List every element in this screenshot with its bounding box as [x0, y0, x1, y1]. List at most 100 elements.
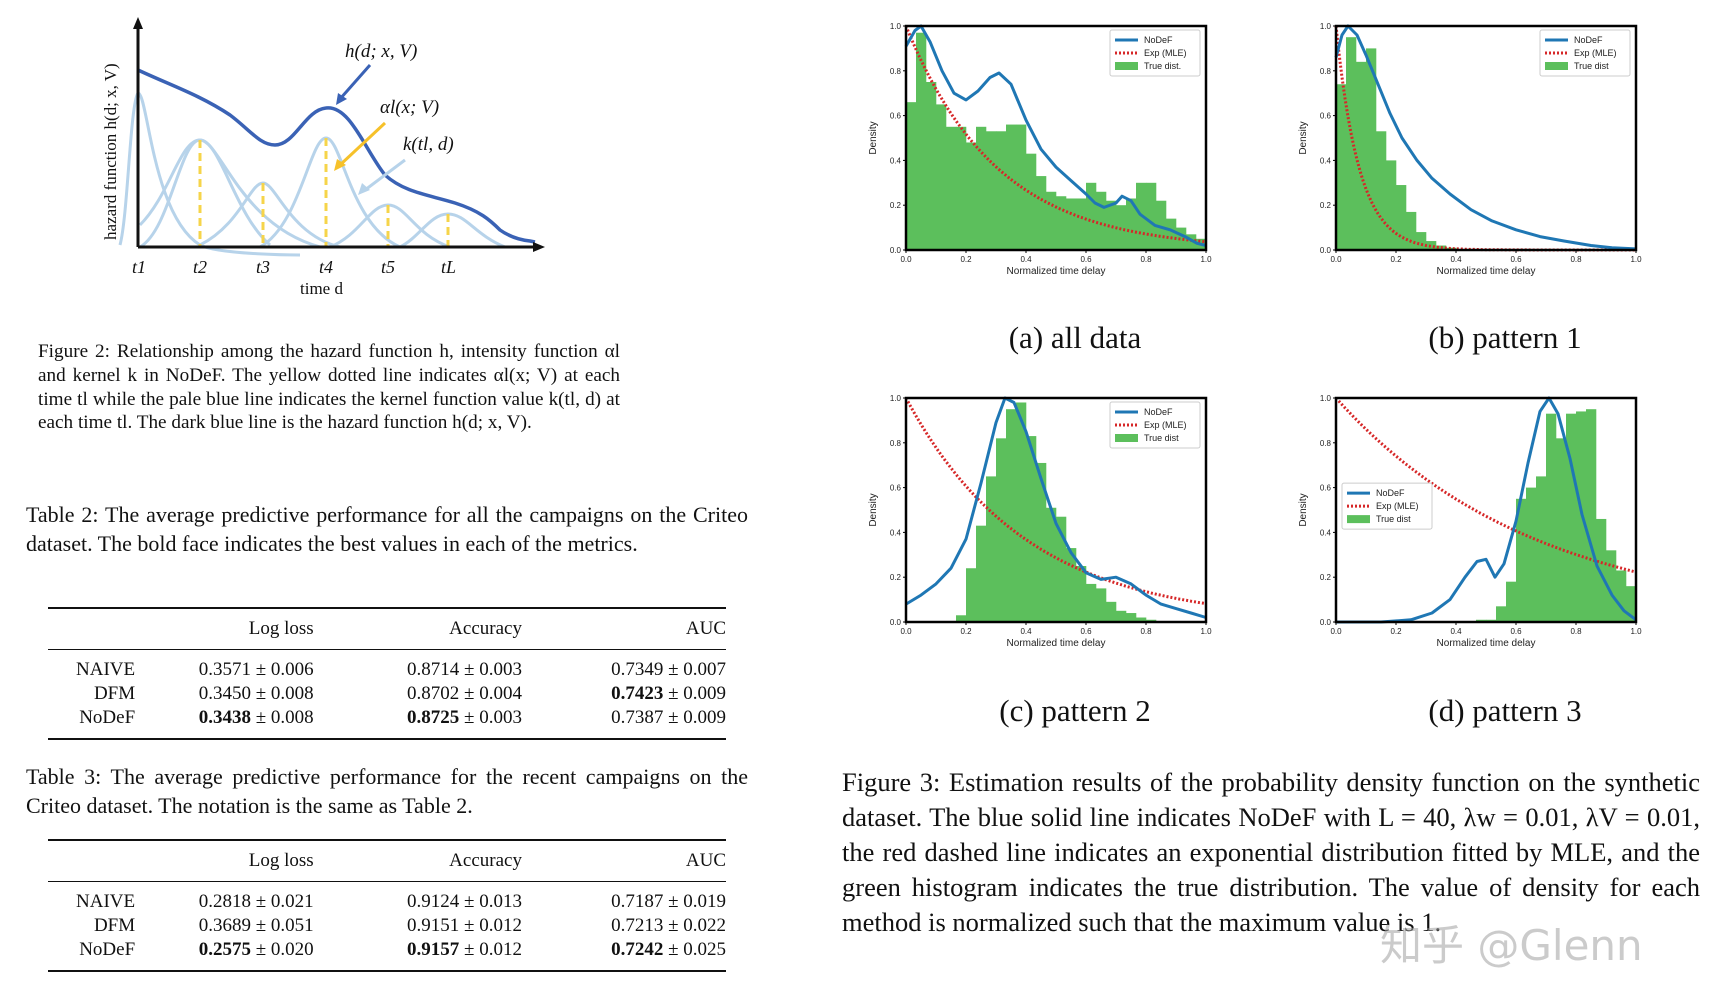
y-axis-label: Density: [1298, 493, 1309, 526]
arrow-k: [364, 158, 406, 192]
histogram-bar: [1606, 550, 1617, 622]
histogram-bar: [926, 82, 937, 250]
x-tick-label: 1.0: [1630, 255, 1642, 264]
x-tick-label: 1.0: [1200, 627, 1212, 636]
legend-swatch-hist: [1545, 62, 1568, 70]
legend-label: True dist: [1574, 61, 1609, 71]
table-row: NoDeF 0.2575 ± 0.020 0.9157 ± 0.012 0.72…: [79, 939, 726, 960]
tick-t1: t1: [132, 257, 146, 277]
x-tick-label: 0.2: [1390, 627, 1402, 636]
subtitle-b: (b) pattern 1: [1428, 320, 1582, 355]
y-tick-label: 1.0: [1320, 22, 1332, 31]
subtitle-a: (a) all data: [1008, 320, 1142, 355]
legend-label: NoDeF: [1144, 35, 1173, 45]
table-row: NAIVE 0.2818 ± 0.021 0.9124 ± 0.013 0.71…: [76, 891, 726, 912]
histogram-bar: [1166, 218, 1177, 250]
y-tick-label: 0.6: [1320, 484, 1332, 493]
histogram-bar: [1006, 124, 1017, 250]
legend-label: NoDeF: [1376, 488, 1405, 498]
watermark: 知乎 @Glenn: [1380, 921, 1643, 970]
y-tick-label: 0.0: [890, 246, 902, 255]
y-axis-label: hazard function h(d; x, V): [101, 63, 120, 240]
histogram-bar: [936, 104, 947, 251]
legend-swatch-hist: [1115, 434, 1138, 442]
x-tick-label: 0.4: [1450, 255, 1462, 264]
x-axis-label: Normalized time delay: [1437, 266, 1536, 277]
histogram-bar: [1066, 548, 1077, 622]
plot-frame: [1334, 24, 1638, 252]
density-chart-svg: 0.0 0.2 0.4 0.6 0.8 1.0 0.0 0.2 0.4 0.6 0.8 1.0 Norm…: [868, 394, 1212, 649]
histogram-bar: [1106, 601, 1117, 622]
histogram-bar: [1086, 182, 1097, 250]
chart-panel-a: 0.0 0.2 0.4 0.6 0.8 1.0 0.0 0.2 0.4 0.6 0.8 1.0 Norm…: [850, 20, 1250, 300]
arrow-h: [338, 64, 372, 100]
x-axis-label: Normalized time delay: [1007, 638, 1106, 649]
x-tick-label: 0.4: [1020, 255, 1032, 264]
plot-frame: [904, 24, 1208, 252]
histogram-bar: [916, 32, 927, 250]
nodef-line: [904, 24, 1207, 247]
histogram-bar: [946, 126, 957, 250]
y-tick-label: 0.4: [890, 156, 902, 165]
histogram-bar: [1096, 191, 1107, 250]
tick-t5: t5: [381, 257, 395, 277]
histogram-bar: [1056, 196, 1067, 250]
exp-mle-line: [904, 397, 1207, 606]
table-2-caption: Table 2: The average predictive performa…: [26, 502, 748, 556]
histogram-bar: [1396, 185, 1407, 250]
nodef-line: [905, 396, 1207, 619]
kernel-t2b: [139, 138, 321, 249]
histogram-bar: [1036, 462, 1047, 622]
histogram-bar: [1346, 37, 1357, 251]
x-tick-label: 1.0: [1630, 627, 1642, 636]
y-tick-label: 1.0: [1320, 394, 1332, 403]
x-tick-label: 0.8: [1570, 627, 1582, 636]
histogram-bar: [1506, 581, 1517, 622]
exp-mle-line: [1334, 396, 1637, 574]
y-tick-label: 0.6: [1320, 112, 1332, 121]
alpha-lines: [136, 95, 450, 247]
y-tick-label: 0.8: [1320, 67, 1332, 76]
legend-swatch-hist: [1347, 515, 1370, 524]
y-tick-label: 0.0: [1320, 618, 1332, 627]
y-tick-label: 0.2: [890, 573, 902, 582]
histogram-bar: [1186, 234, 1197, 250]
histogram-bar: [1066, 198, 1077, 250]
histogram-bar: [1546, 413, 1557, 622]
chart-panel-d: 0.0 0.2 0.4 0.6 0.8 1.0 0.0 0.2 0.4 0.6 0.8 1.0 Norm…: [1280, 392, 1680, 672]
histogram-bar: [1496, 606, 1507, 622]
subtitle-d: (d) pattern 3: [1428, 693, 1582, 728]
y-tick-label: 0.2: [890, 201, 902, 210]
legend-label: Exp (MLE): [1574, 48, 1617, 58]
table-2: Log loss Accuracy AUC NAIVE 0.3571 ± 0.0…: [48, 607, 726, 740]
histogram-bar: [1426, 241, 1437, 250]
histogram-bar: [1156, 200, 1167, 250]
y-tick-label: 0.2: [1320, 573, 1332, 582]
legend-swatch-hist: [1115, 62, 1138, 70]
legend-label: Exp (MLE): [1376, 501, 1419, 511]
x-tick-label: 0.0: [900, 627, 912, 636]
x-tick-label: 0.2: [960, 627, 972, 636]
x-tick-label: 0.8: [1140, 627, 1152, 636]
tick-t2: t2: [193, 257, 207, 277]
table-3-caption: Table 3: The average predictive performa…: [26, 764, 748, 818]
header-accuracy: Accuracy: [449, 618, 522, 639]
x-tick-label: 0.6: [1510, 255, 1522, 264]
arrow-k-head: [358, 183, 370, 195]
x-tick-label: 0.0: [1330, 627, 1342, 636]
plot-frame: [904, 396, 1208, 624]
y-tick-label: 1.0: [890, 22, 902, 31]
legend-label: NoDeF: [1144, 407, 1173, 417]
histogram-bar: [1096, 588, 1107, 622]
y-axis-label: Density: [1298, 121, 1309, 154]
histogram-bar: [1106, 200, 1117, 250]
histogram-bar: [956, 126, 967, 250]
density-chart-svg: 0.0 0.2 0.4 0.6 0.8 1.0 0.0 0.2 0.4 0.6 0.8 1.0 Norm…: [1298, 394, 1642, 649]
header-auc: AUC: [685, 618, 726, 639]
x-tick-label: 0.4: [1450, 627, 1462, 636]
histogram-bar: [1136, 617, 1147, 622]
y-tick-label: 0.0: [890, 618, 902, 627]
histogram-bar: [1036, 176, 1047, 250]
histogram-bar: [1146, 182, 1157, 250]
histogram-bar: [1116, 610, 1127, 622]
